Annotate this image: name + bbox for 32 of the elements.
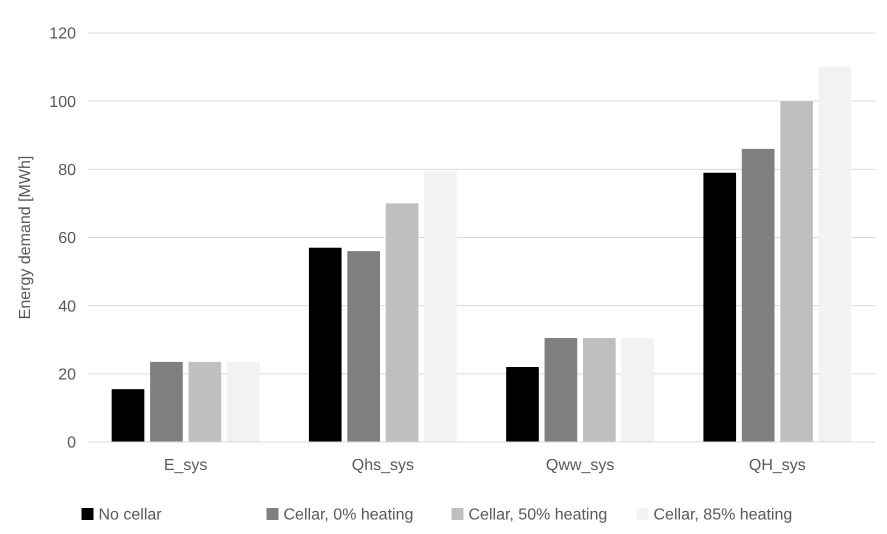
- x-tick-label: Qww_sys: [546, 457, 614, 474]
- legend-label: Cellar, 0% heating: [284, 506, 414, 524]
- legend-label: Cellar, 85% heating: [654, 506, 792, 524]
- bar: [226, 362, 260, 442]
- y-tick-label: 100: [49, 94, 76, 111]
- y-tick-label: 20: [58, 366, 76, 384]
- bar: [112, 389, 144, 442]
- bar: [780, 101, 813, 442]
- bar: [506, 367, 539, 442]
- y-tick-label: 40: [58, 298, 76, 316]
- bar: [621, 338, 654, 442]
- y-tick-label: 80: [58, 162, 76, 179]
- bar: [386, 203, 418, 442]
- x-tick-label: QH_sys: [748, 457, 806, 474]
- bar: [347, 251, 380, 442]
- bar: [703, 172, 736, 442]
- y-tick-label: 0: [67, 434, 76, 452]
- bar: [308, 248, 342, 442]
- bar: [188, 362, 222, 442]
- x-tick-label: Qhs_sys: [352, 457, 414, 474]
- bar: [583, 338, 616, 442]
- legend-label: No cellar: [98, 506, 162, 524]
- y-tick-label: 120: [49, 26, 76, 43]
- y-axis-title: Energy demand [MWh]: [17, 156, 34, 320]
- bar: [424, 171, 457, 442]
- bar: [818, 67, 852, 442]
- y-tick-label: 60: [58, 230, 76, 248]
- x-tick-label: E_sys: [164, 457, 208, 474]
- legend-label: Cellar, 50% heating: [468, 506, 608, 524]
- bar: [150, 362, 183, 442]
- bar: [742, 148, 774, 442]
- bar: [544, 338, 578, 442]
